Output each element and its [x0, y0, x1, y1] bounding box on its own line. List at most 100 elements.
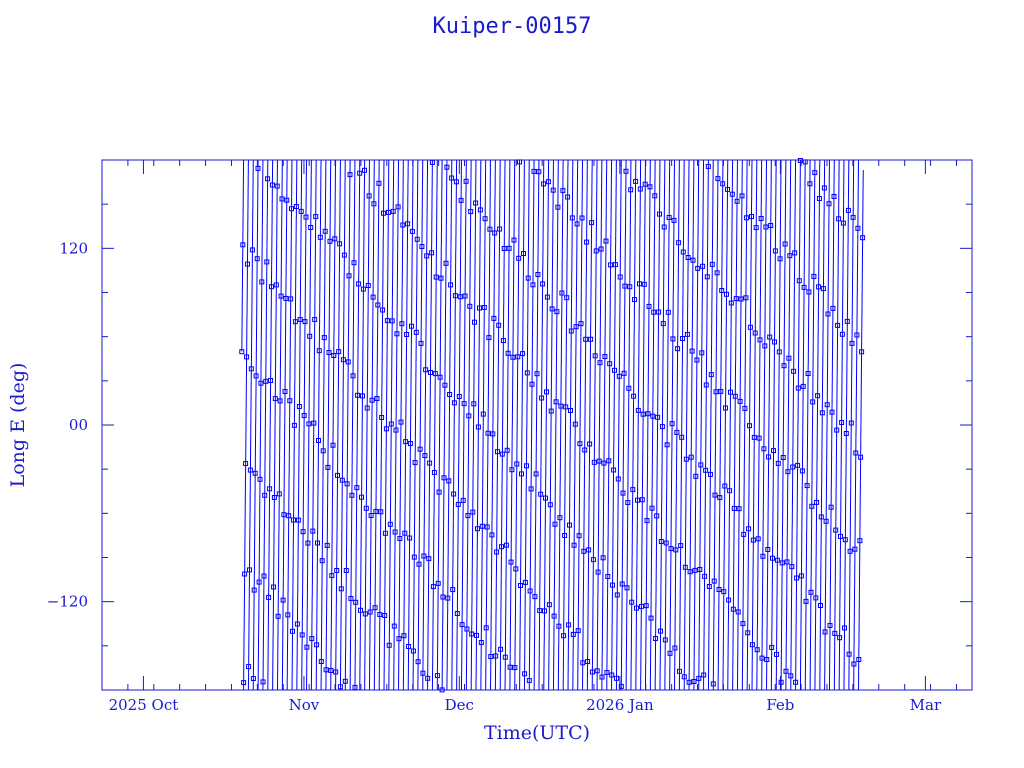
- data-point: [258, 380, 264, 386]
- data-point: [447, 392, 453, 397]
- data-point: [406, 644, 412, 649]
- data-point: [856, 657, 862, 662]
- data-point: [477, 305, 482, 311]
- data-point: [407, 441, 413, 447]
- data-point: [673, 547, 679, 553]
- data-point: [526, 678, 532, 683]
- data-point: [772, 339, 777, 345]
- data-point: [470, 509, 476, 515]
- data-point: [703, 467, 709, 473]
- data-point: [772, 248, 778, 254]
- data-point: [239, 349, 245, 355]
- data-point: [568, 408, 573, 413]
- data-point: [371, 201, 377, 207]
- x-tick-label: Nov: [289, 696, 320, 714]
- data-point: [765, 547, 771, 552]
- data-point: [589, 220, 595, 226]
- data-point: [810, 399, 816, 405]
- data-point: [542, 608, 547, 614]
- data-point: [705, 163, 711, 169]
- data-point: [242, 571, 248, 577]
- data-point: [374, 396, 380, 401]
- data-point: [774, 557, 780, 563]
- data-point: [753, 225, 759, 231]
- data-point: [310, 528, 316, 534]
- data-point: [684, 331, 690, 337]
- data-point: [604, 670, 610, 675]
- data-point: [619, 581, 625, 587]
- data-point: [479, 523, 485, 529]
- data-point: [332, 236, 338, 242]
- data-point: [777, 256, 783, 262]
- data-point: [266, 594, 272, 600]
- data-point: [643, 603, 649, 609]
- data-point: [701, 672, 707, 678]
- data-point: [832, 630, 838, 636]
- data-point: [537, 608, 543, 614]
- data-point: [529, 381, 535, 387]
- data-point: [289, 206, 294, 212]
- data-point: [819, 410, 825, 416]
- data-point: [301, 413, 307, 418]
- data-point: [446, 478, 452, 484]
- data-point: [395, 204, 401, 210]
- data-point: [584, 239, 590, 245]
- data-point: [261, 573, 267, 579]
- data-point: [240, 242, 246, 248]
- data-point: [440, 594, 446, 600]
- data-point: [754, 647, 760, 653]
- data-point: [771, 448, 776, 454]
- data-point: [814, 499, 820, 505]
- data-point: [692, 567, 698, 573]
- data-point: [254, 256, 260, 262]
- data-point: [851, 661, 857, 667]
- data-point: [468, 209, 474, 215]
- data-point: [531, 168, 537, 174]
- data-point: [742, 405, 748, 411]
- data-point: [728, 389, 733, 395]
- data-point: [727, 488, 733, 494]
- data-point: [250, 676, 256, 681]
- data-point: [552, 521, 558, 527]
- data-point: [471, 401, 477, 407]
- data-point: [285, 612, 291, 618]
- data-point: [849, 340, 855, 346]
- data-point: [362, 167, 367, 173]
- data-point: [416, 561, 422, 567]
- data-point: [549, 306, 555, 312]
- data-point: [840, 220, 846, 226]
- data-point: [787, 253, 793, 259]
- data-point: [826, 201, 832, 207]
- data-point: [308, 225, 314, 230]
- data-point: [650, 413, 656, 419]
- data-point: [658, 628, 663, 634]
- data-point: [460, 497, 466, 503]
- data-point: [611, 467, 617, 473]
- data-point: [813, 595, 819, 601]
- data-point: [587, 441, 593, 447]
- data-point: [324, 542, 330, 548]
- data-point: [593, 248, 599, 254]
- data-point: [668, 546, 674, 552]
- data-point: [365, 283, 371, 288]
- data-point: [469, 631, 475, 637]
- data-point: [514, 461, 520, 467]
- data-point: [317, 234, 323, 240]
- data-point: [243, 461, 249, 466]
- data-point: [789, 564, 795, 570]
- data-point: [436, 489, 442, 495]
- data-point: [730, 606, 736, 612]
- data-point: [830, 305, 836, 311]
- data-point: [276, 491, 282, 497]
- data-point: [448, 282, 454, 288]
- data-point: [609, 672, 615, 678]
- data-point: [804, 483, 810, 489]
- data-point: [425, 675, 431, 681]
- data-point: [359, 494, 364, 500]
- data-point: [414, 236, 420, 242]
- data-point: [798, 573, 804, 579]
- data-point: [427, 460, 433, 466]
- data-point: [631, 393, 637, 399]
- data-point: [494, 549, 500, 555]
- data-point: [835, 322, 841, 328]
